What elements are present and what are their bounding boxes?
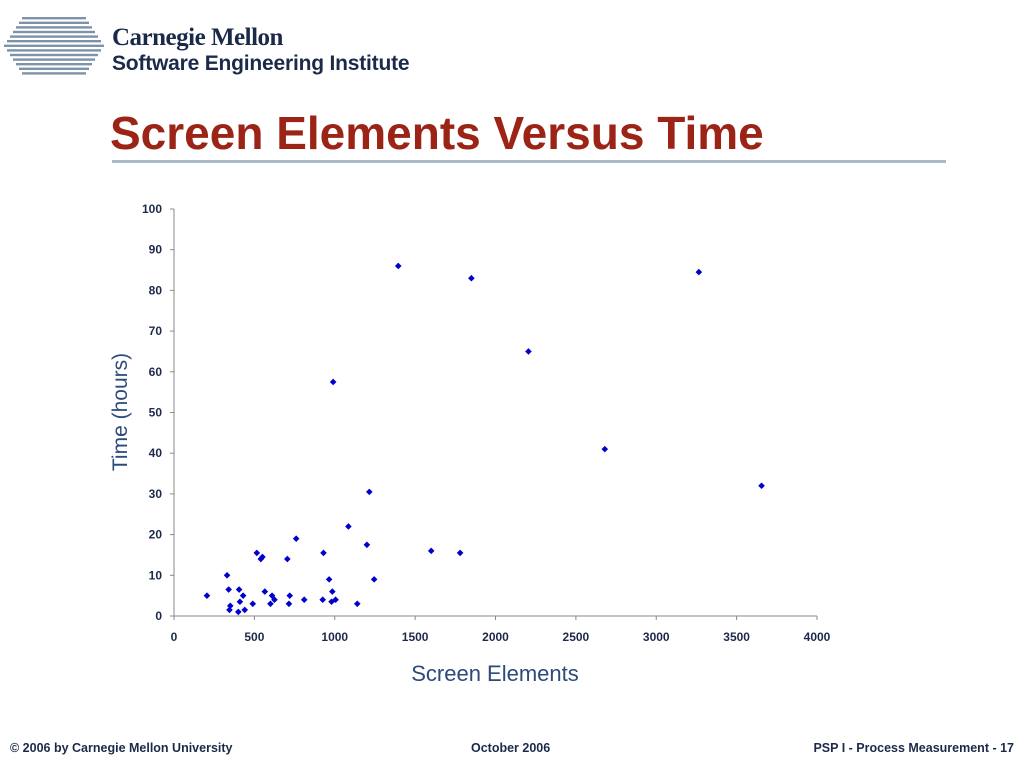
data-point bbox=[366, 488, 373, 496]
logo-software-engineering-institute: Software Engineering Institute bbox=[112, 52, 410, 75]
data-points bbox=[203, 262, 765, 616]
logo-stripe bbox=[22, 17, 86, 20]
logo-stripe bbox=[19, 21, 89, 24]
data-point bbox=[319, 596, 326, 604]
x-tick-label: 3500 bbox=[723, 630, 750, 644]
y-tick-label: 30 bbox=[149, 487, 163, 501]
data-point bbox=[363, 541, 371, 549]
y-tick-label: 0 bbox=[155, 609, 162, 623]
data-point bbox=[329, 378, 337, 386]
data-point bbox=[695, 268, 703, 276]
y-tick-label: 70 bbox=[149, 324, 163, 338]
data-point bbox=[257, 555, 265, 563]
data-point bbox=[345, 523, 352, 530]
y-tick-label: 100 bbox=[142, 202, 162, 216]
data-point bbox=[456, 549, 464, 557]
data-point bbox=[259, 553, 266, 561]
data-point bbox=[267, 600, 274, 608]
y-tick-label: 20 bbox=[149, 528, 163, 542]
data-point bbox=[601, 445, 609, 453]
data-point bbox=[223, 572, 231, 579]
data-point bbox=[370, 576, 378, 583]
logo-stripe bbox=[4, 44, 104, 47]
data-point bbox=[328, 598, 335, 606]
footer-copyright: © 2006 by Carnegie Mellon University bbox=[10, 741, 233, 755]
x-tick-label: 3000 bbox=[643, 630, 670, 644]
y-tick-label: 80 bbox=[149, 283, 163, 297]
logo-stripe bbox=[19, 67, 89, 70]
data-point bbox=[271, 596, 278, 604]
data-point bbox=[284, 555, 291, 563]
data-point bbox=[203, 592, 211, 599]
data-point bbox=[325, 576, 333, 583]
data-point bbox=[253, 549, 261, 557]
chart-axes bbox=[173, 209, 817, 617]
footer-date: October 2006 bbox=[471, 741, 551, 755]
data-point bbox=[286, 592, 294, 599]
logo-stripe bbox=[16, 63, 92, 66]
data-point bbox=[300, 596, 308, 604]
logo-stripe bbox=[16, 26, 92, 29]
logo-stripe bbox=[7, 40, 101, 43]
data-point bbox=[261, 588, 269, 595]
data-point bbox=[226, 602, 234, 610]
data-point bbox=[353, 600, 361, 608]
y-tick-label: 10 bbox=[149, 568, 163, 582]
x-tick-label: 1500 bbox=[402, 630, 429, 644]
data-point bbox=[236, 598, 244, 606]
logo-carnegie-mellon: Carnegie Mellon bbox=[112, 24, 283, 51]
data-point bbox=[235, 608, 242, 616]
x-tick-label: 1000 bbox=[321, 630, 348, 644]
data-point bbox=[320, 549, 327, 557]
slide-title: Screen Elements Versus Time bbox=[110, 107, 764, 159]
data-point bbox=[249, 600, 257, 608]
data-point bbox=[758, 482, 765, 490]
data-point bbox=[239, 592, 247, 599]
data-point bbox=[235, 586, 243, 593]
x-axis-label: Screen Elements bbox=[411, 661, 579, 686]
logo-stripe bbox=[22, 72, 86, 75]
footer-slide-info: PSP I - Process Measurement - 17 bbox=[813, 741, 1014, 755]
logo-stripe bbox=[7, 49, 101, 52]
logo-stripe bbox=[13, 58, 95, 61]
data-point bbox=[468, 274, 475, 282]
logo-stripe bbox=[10, 53, 98, 57]
logo-stripe bbox=[13, 30, 95, 34]
x-tick-label: 2500 bbox=[563, 630, 590, 644]
data-point bbox=[332, 596, 339, 604]
x-tick-label: 0 bbox=[171, 630, 178, 644]
title-underline bbox=[112, 160, 946, 163]
sei-logo: Carnegie Mellon Software Engineering Ins… bbox=[2, 14, 452, 80]
data-point bbox=[225, 586, 232, 593]
y-axis-ticks: 0 10 20 30 40 50 60 70 80 90 100 bbox=[142, 202, 174, 623]
logo-stripes-icon bbox=[4, 17, 104, 75]
data-point bbox=[394, 262, 402, 270]
data-point bbox=[525, 348, 532, 355]
data-point bbox=[427, 547, 435, 555]
y-tick-label: 60 bbox=[149, 365, 163, 379]
x-axis-ticks: 0 500 1000 1500 2000 2500 3000 3500 4000 bbox=[171, 616, 831, 644]
y-axis-label: Time (hours) bbox=[109, 353, 132, 471]
y-tick-label: 50 bbox=[149, 406, 163, 420]
logo-stripe bbox=[10, 35, 98, 38]
data-point bbox=[329, 588, 336, 595]
scatter-chart: 0 10 20 30 40 50 60 70 80 90 100 0 500 1000 1500 2000 2… bbox=[109, 202, 831, 686]
data-point bbox=[285, 600, 293, 608]
data-point bbox=[241, 606, 249, 614]
x-tick-label: 500 bbox=[244, 630, 264, 644]
data-point bbox=[292, 535, 300, 542]
x-tick-label: 4000 bbox=[804, 630, 831, 644]
y-tick-label: 40 bbox=[149, 446, 163, 460]
y-tick-label: 90 bbox=[149, 243, 163, 257]
x-tick-label: 2000 bbox=[482, 630, 509, 644]
